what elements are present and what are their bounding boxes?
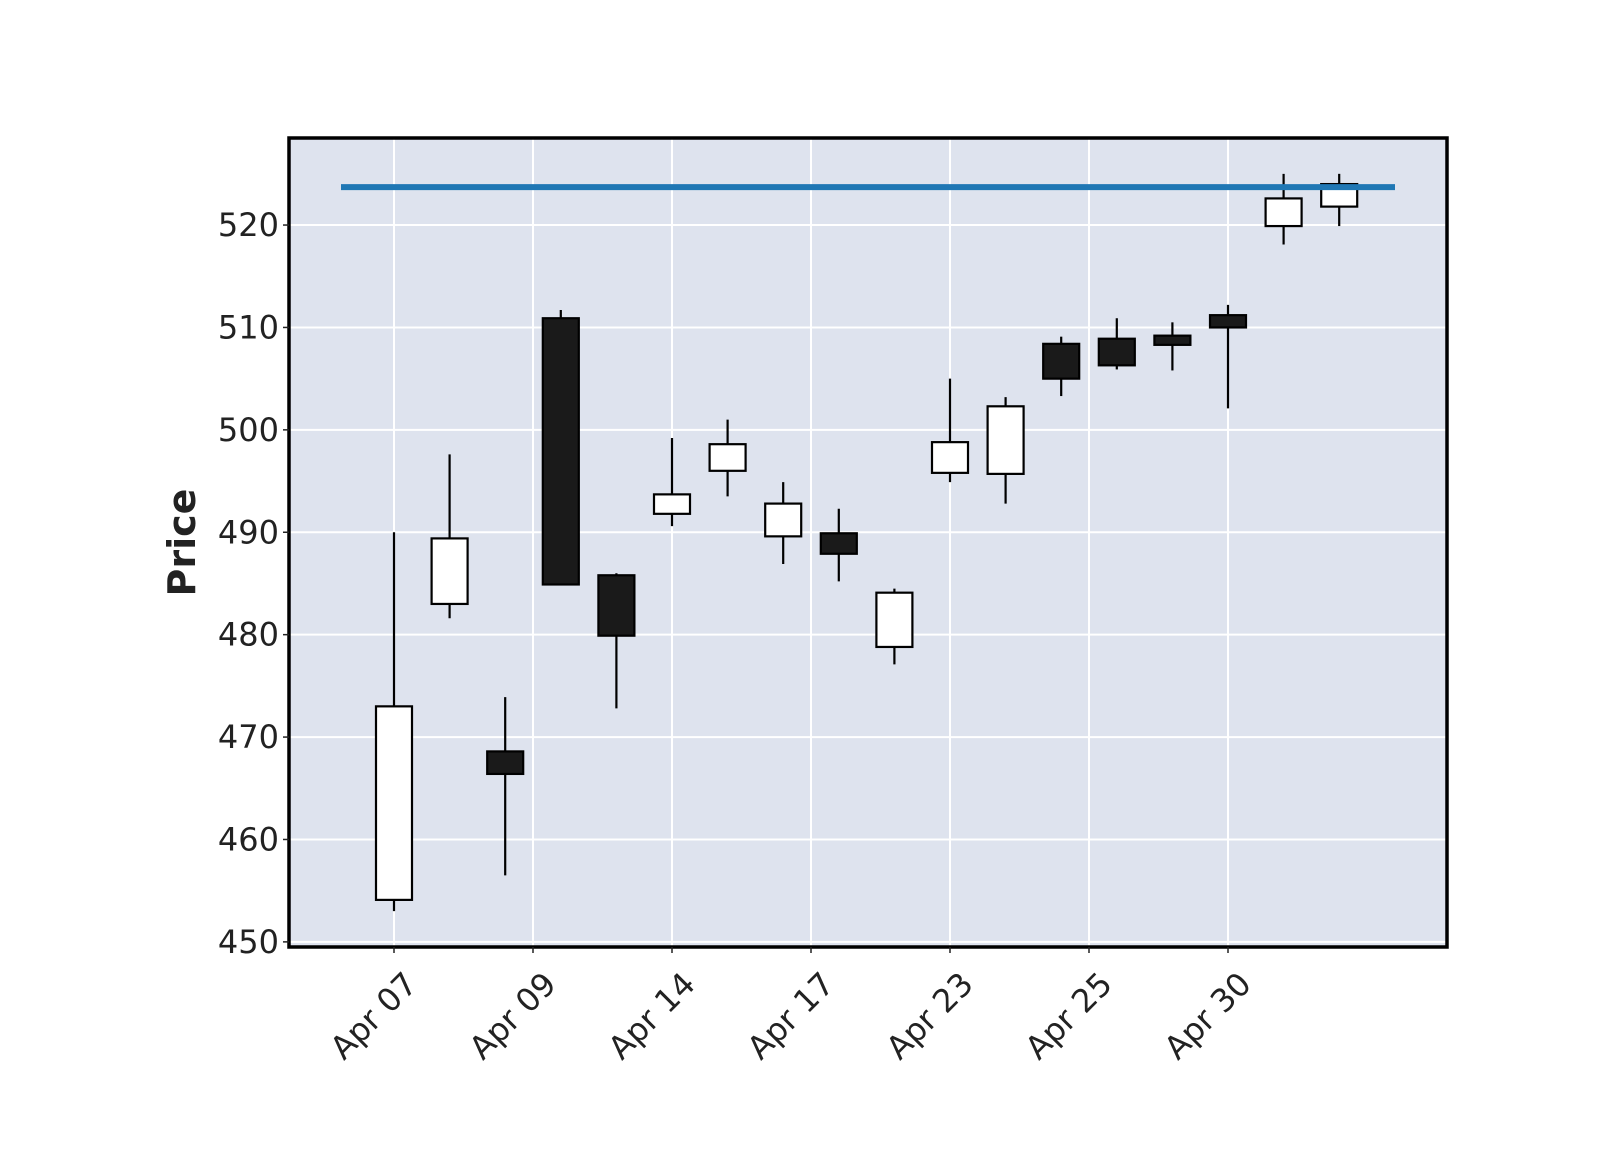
candle-body bbox=[708, 443, 747, 472]
candle bbox=[652, 438, 692, 527]
y-tick-label: 490 bbox=[218, 513, 279, 551]
candle bbox=[819, 508, 858, 582]
x-tick-label: Apr 23 bbox=[879, 965, 981, 1067]
x-tick-label: Apr 14 bbox=[601, 965, 703, 1067]
candle-body bbox=[1208, 314, 1248, 329]
y-tick-label: 500 bbox=[218, 411, 279, 449]
candle bbox=[930, 378, 970, 483]
candle-body bbox=[764, 502, 803, 538]
candle-body bbox=[1153, 334, 1192, 346]
x-axis: Apr 07 Apr 09 Apr 14 Apr 17 Apr 23 Apr 25 Apr … bbox=[323, 947, 1259, 1067]
y-tick-label: 470 bbox=[218, 718, 279, 756]
candle-body bbox=[930, 441, 970, 474]
candle bbox=[986, 397, 1025, 504]
candle bbox=[1153, 322, 1192, 371]
candle-body bbox=[430, 537, 469, 606]
y-axis: 450 460 470 480 490 500 510 520 bbox=[218, 206, 289, 961]
candle-body bbox=[1042, 342, 1081, 380]
y-tick-label: 480 bbox=[218, 616, 279, 654]
candle bbox=[430, 454, 469, 619]
x-tick-label: Apr 09 bbox=[462, 965, 564, 1067]
candle-body bbox=[819, 532, 858, 555]
y-tick-label: 510 bbox=[218, 308, 279, 346]
x-tick-label: Apr 30 bbox=[1157, 965, 1259, 1067]
candle-body bbox=[652, 493, 692, 515]
y-tick-label: 450 bbox=[218, 923, 279, 961]
candle bbox=[708, 419, 747, 497]
plot-background bbox=[289, 138, 1447, 947]
candle bbox=[764, 482, 803, 565]
grid-lines bbox=[289, 138, 1447, 947]
candle bbox=[597, 573, 636, 709]
candle-body bbox=[1097, 337, 1136, 367]
candle-body bbox=[597, 574, 636, 637]
candle bbox=[875, 588, 914, 665]
candle-body bbox=[875, 591, 914, 649]
candles-group bbox=[374, 173, 1359, 912]
candle bbox=[1097, 318, 1136, 370]
candle-body bbox=[374, 705, 414, 901]
candle-body bbox=[986, 405, 1025, 475]
x-tick-label: Apr 07 bbox=[323, 965, 425, 1067]
candle-body bbox=[486, 750, 525, 776]
y-axis-label: Price bbox=[160, 489, 204, 597]
y-tick-label: 520 bbox=[218, 206, 279, 244]
x-tick-label: Apr 17 bbox=[740, 965, 842, 1067]
plot-frame bbox=[287, 136, 1449, 949]
candle bbox=[541, 310, 580, 586]
candle-body bbox=[1264, 197, 1303, 228]
x-tick-label: Apr 25 bbox=[1018, 965, 1120, 1067]
candle-body bbox=[541, 317, 580, 586]
y-tick-label: 460 bbox=[218, 820, 279, 858]
candle bbox=[1042, 336, 1081, 397]
candle bbox=[486, 697, 525, 876]
candle bbox=[1208, 304, 1248, 409]
candle bbox=[374, 532, 414, 912]
